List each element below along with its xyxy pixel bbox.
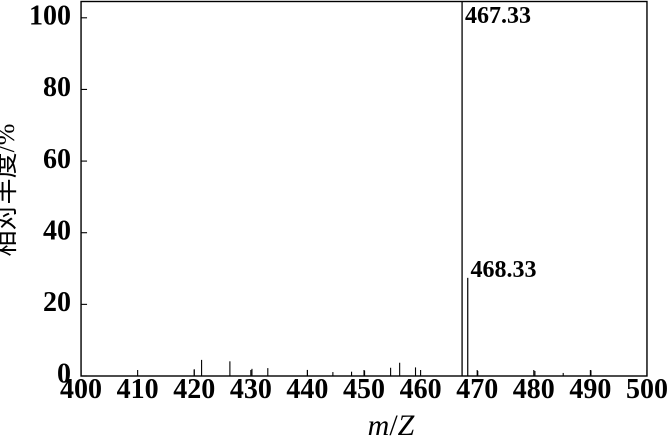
svg-text:470: 470 [456,374,498,405]
svg-text:0: 0 [57,359,71,390]
svg-text:450: 450 [343,374,385,405]
svg-text:80: 80 [43,72,71,103]
svg-text:440: 440 [286,374,328,405]
svg-text:480: 480 [513,374,555,405]
svg-text:20: 20 [43,287,71,318]
svg-text:430: 430 [230,374,272,405]
svg-text:410: 410 [117,374,159,405]
svg-text:468.33: 468.33 [471,257,537,283]
svg-text:500: 500 [626,374,668,405]
svg-text:490: 490 [569,374,611,405]
svg-text:460: 460 [400,374,442,405]
svg-text:40: 40 [43,215,71,246]
svg-text:100: 100 [29,1,71,32]
svg-text:60: 60 [43,144,71,175]
svg-text:m/Z: m/Z [368,409,415,437]
svg-text:相对丰度/%: 相对丰度/% [0,124,20,257]
svg-text:420: 420 [173,374,215,405]
svg-text:467.33: 467.33 [465,3,531,29]
